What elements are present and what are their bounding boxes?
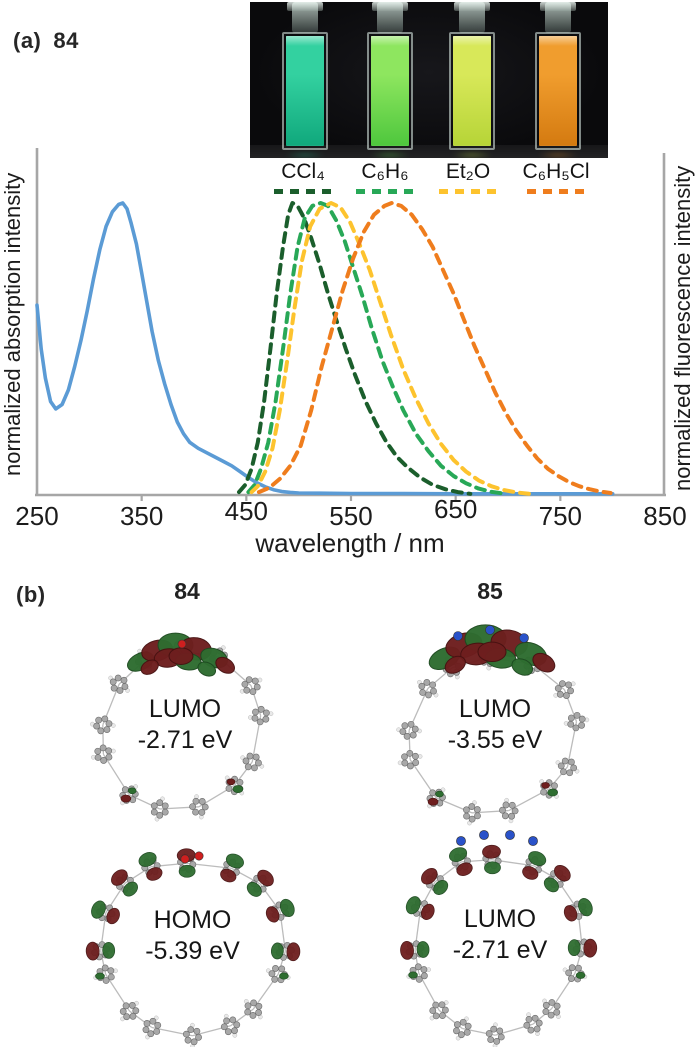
molecule-84-lumo: LUMO -2.71 eV xyxy=(85,600,285,835)
orbital-name: LUMO xyxy=(458,695,532,723)
cuvette-body xyxy=(282,32,328,150)
legend-item-et2o: Et₂O xyxy=(420,160,516,194)
cuvette-stopper xyxy=(454,2,490,33)
series-CCl₄ xyxy=(237,201,473,496)
x-axis-label: wavelength / nm xyxy=(255,528,445,558)
orbital-name: HOMO xyxy=(153,906,232,934)
legend-label: C₆H₅Cl xyxy=(522,160,590,183)
orbital-energy: -2.71 eV xyxy=(137,726,233,754)
cuvette-stopper xyxy=(372,2,408,33)
molecule-render xyxy=(400,830,598,1047)
panel-a-compound: 84 xyxy=(53,28,79,53)
legend-dash xyxy=(439,189,497,194)
cuvette-stopper xyxy=(540,2,576,33)
molecule-render xyxy=(89,632,274,822)
legend-label: CCl₄ xyxy=(281,160,325,183)
oxygen-atom xyxy=(194,851,204,861)
panel-b-tag: (b) xyxy=(16,582,46,607)
series-Et₂O xyxy=(249,201,531,496)
legend-dash xyxy=(527,189,585,194)
molecule-85-lumo: LUMO -3.55 eV xyxy=(390,600,600,835)
molecule-84-homo: HOMO -5.39 eV xyxy=(80,843,305,1047)
legend-dash xyxy=(274,189,332,194)
orbital-name: LUMO xyxy=(463,905,537,933)
orbital-energy: -2.71 eV xyxy=(452,936,548,964)
molecule-85-lumo-2: LUMO -2.71 eV xyxy=(395,830,605,1047)
x-tick-label: 350 xyxy=(120,501,163,531)
y-axis-label-fluorescence: normalized fluorescence intensity xyxy=(670,165,695,491)
legend-item-c6h5cl: C₆H₅Cl xyxy=(508,160,604,194)
compound-85-header: 85 xyxy=(477,578,503,604)
cuvette-c6h5cl xyxy=(535,2,581,158)
nitrogen-atom xyxy=(485,625,495,635)
oxygen-atom xyxy=(177,639,187,649)
nitrogen-atom xyxy=(453,631,463,641)
panel-a-header: (a) 84 xyxy=(13,28,79,54)
nitrogen-atom xyxy=(456,836,466,846)
cuvette-c6h6 xyxy=(367,2,413,158)
spectra-chart: 250 350 450 550 650 750 850 xyxy=(15,148,687,531)
cuvette-body xyxy=(449,32,495,150)
cuvette-et2o xyxy=(449,2,495,158)
cuvette-stopper xyxy=(287,2,323,33)
x-tick-label: 250 xyxy=(15,501,58,531)
legend-label: Et₂O xyxy=(445,160,491,183)
legend-dash xyxy=(356,189,414,194)
molecule-render xyxy=(85,848,301,1047)
orbital-label: LUMO -2.71 eV xyxy=(85,694,285,756)
orbital-name: LUMO xyxy=(148,695,222,723)
orbital-label: LUMO -2.71 eV xyxy=(395,904,605,966)
nitrogen-atom xyxy=(505,830,515,840)
nitrogen-atom xyxy=(519,633,529,643)
x-tick-label: 750 xyxy=(539,501,582,531)
nitrogen-atom xyxy=(528,836,538,846)
series-C₆H₆ xyxy=(246,201,506,496)
x-tick-label: 850 xyxy=(643,501,686,531)
legend-label: C₆H₆ xyxy=(361,160,409,183)
orbital-energy: -5.39 eV xyxy=(145,937,240,965)
cuvette-body xyxy=(367,32,413,150)
molecule-render xyxy=(396,624,590,826)
cuvette-photo xyxy=(250,2,608,158)
orbital-label: LUMO -3.55 eV xyxy=(390,694,600,756)
panel-a-tag: (a) xyxy=(13,28,42,53)
x-tick-label: 450 xyxy=(225,496,268,526)
series-absorption of 84 xyxy=(35,201,615,496)
x-tick-label: 550 xyxy=(329,501,372,531)
orbital-energy: -3.55 eV xyxy=(447,726,543,754)
orbital-label: HOMO -5.39 eV xyxy=(80,905,305,967)
oxygen-atom xyxy=(180,854,190,864)
compound-84-header: 84 xyxy=(174,578,200,604)
y-axis-label-absorption: normalized absorption intensity xyxy=(0,172,25,476)
legend-item-c6h6: C₆H₆ xyxy=(337,160,433,194)
legend-item-ccl4: CCl₄ xyxy=(255,160,351,194)
x-tick-label: 650 xyxy=(434,494,477,524)
series-C₆H₅Cl xyxy=(256,201,613,495)
cuvette-ccl4 xyxy=(282,2,328,158)
nitrogen-atom xyxy=(479,830,489,840)
cuvette-body xyxy=(535,32,581,150)
